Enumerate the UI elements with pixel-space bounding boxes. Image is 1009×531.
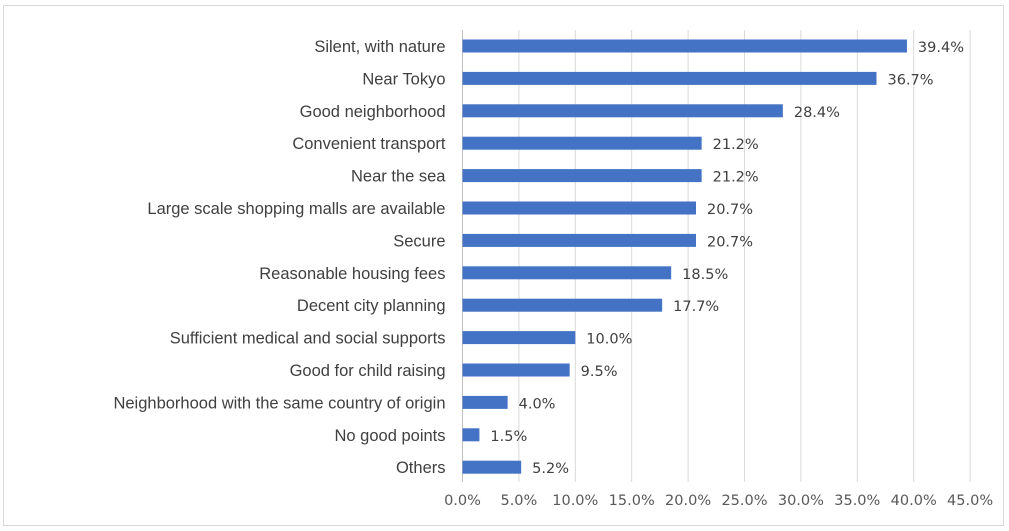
category-label: Others	[396, 459, 446, 477]
bar	[462, 395, 508, 409]
bar	[462, 71, 877, 85]
bar	[462, 201, 696, 215]
category-label: No good points	[335, 427, 446, 445]
bar	[462, 39, 907, 53]
category-label: Sufficient medical and social supports	[170, 330, 446, 348]
x-tick-label: 0.0%	[444, 493, 481, 509]
data-label: 28.4%	[794, 105, 840, 121]
category-label: Reasonable housing fees	[259, 265, 445, 283]
data-label: 20.7%	[707, 202, 753, 218]
bar	[462, 104, 783, 118]
category-label: Decent city planning	[297, 297, 446, 315]
data-label: 4.0%	[519, 396, 556, 412]
bar	[462, 266, 672, 280]
data-label: 39.4%	[918, 40, 964, 56]
bar	[462, 331, 576, 345]
category-label: Large scale shopping malls are available	[147, 200, 445, 218]
category-label: Neighborhood with the same country of or…	[113, 394, 445, 412]
category-label: Silent, with nature	[314, 38, 445, 56]
category-label: Near the sea	[351, 168, 446, 186]
x-tick-label: 25.0%	[721, 493, 767, 509]
category-label: Good neighborhood	[300, 103, 446, 121]
chart-frame	[3, 5, 1004, 526]
category-label: Good for child raising	[290, 362, 446, 380]
x-tick-label: 15.0%	[609, 493, 655, 509]
category-label: Convenient transport	[292, 135, 446, 153]
bar	[462, 363, 570, 377]
data-label: 21.2%	[713, 170, 759, 186]
x-tick-label: 40.0%	[891, 493, 937, 509]
data-label: 5.2%	[532, 461, 569, 477]
data-label: 20.7%	[707, 234, 753, 250]
data-label: 17.7%	[673, 299, 719, 315]
bar	[462, 233, 696, 247]
category-label: Secure	[393, 232, 445, 250]
bar	[462, 136, 702, 150]
bar	[462, 460, 522, 474]
data-label: 10.0%	[586, 332, 632, 348]
x-tick-label: 30.0%	[778, 493, 824, 509]
data-label: 36.7%	[887, 72, 933, 88]
x-tick-label: 10.0%	[552, 493, 598, 509]
data-label: 1.5%	[490, 429, 527, 445]
bar	[462, 169, 702, 183]
bar	[462, 298, 663, 312]
bar	[462, 428, 480, 442]
x-tick-label: 20.0%	[665, 493, 711, 509]
data-label: 21.2%	[713, 137, 759, 153]
x-tick-label: 35.0%	[834, 493, 880, 509]
x-tick-label: 45.0%	[947, 493, 993, 509]
data-label: 18.5%	[682, 267, 728, 283]
data-label: 9.5%	[581, 364, 618, 380]
category-label: Near Tokyo	[362, 70, 445, 88]
x-tick-label: 5.0%	[500, 493, 537, 509]
